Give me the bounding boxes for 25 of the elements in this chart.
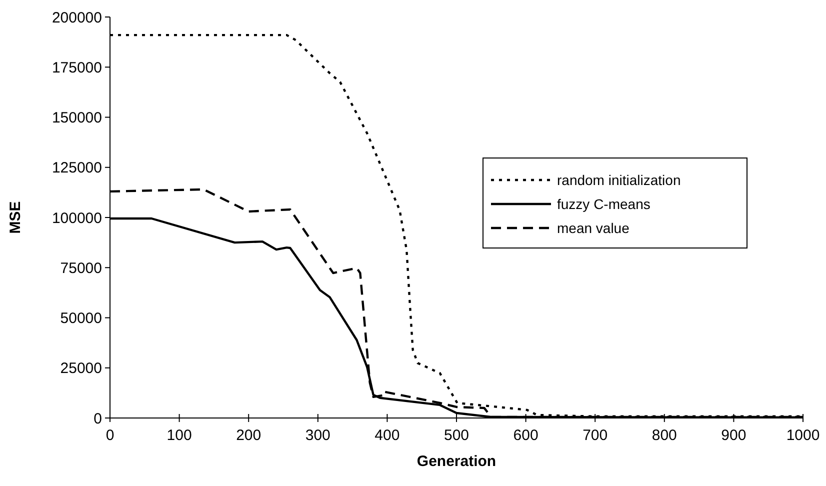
y-tick-label: 25000	[60, 360, 102, 378]
legend-label: random initialization	[557, 172, 681, 188]
legend-label: mean value	[557, 220, 630, 236]
y-axis-title: MSE	[7, 201, 24, 234]
y-tick-label: 75000	[60, 260, 102, 277]
y-tick-label: 175000	[52, 59, 102, 76]
x-tick-label: 600	[513, 427, 538, 444]
x-tick-label: 0	[106, 427, 114, 444]
x-axis-title: Generation	[416, 453, 496, 470]
y-tick-label: 100000	[52, 210, 102, 227]
y-tick-label: 50000	[60, 310, 102, 327]
x-tick-label: 400	[374, 427, 400, 444]
y-tick-label: 200000	[52, 9, 102, 26]
x-tick-label: 500	[444, 427, 470, 444]
x-tick-label: 900	[721, 427, 746, 444]
x-tick-label: 300	[305, 427, 330, 444]
y-tick-label: 125000	[52, 160, 102, 177]
y-tick-label: 150000	[52, 110, 102, 126]
x-tick-label: 200	[236, 427, 262, 444]
y-tick-label: 0	[94, 410, 102, 428]
x-tick-label: 1000	[786, 427, 820, 444]
x-tick-label: 100	[166, 427, 192, 444]
legend-label: fuzzy C-means	[557, 196, 650, 212]
x-tick-label: 700	[582, 427, 608, 444]
x-tick-label: 800	[652, 427, 677, 444]
